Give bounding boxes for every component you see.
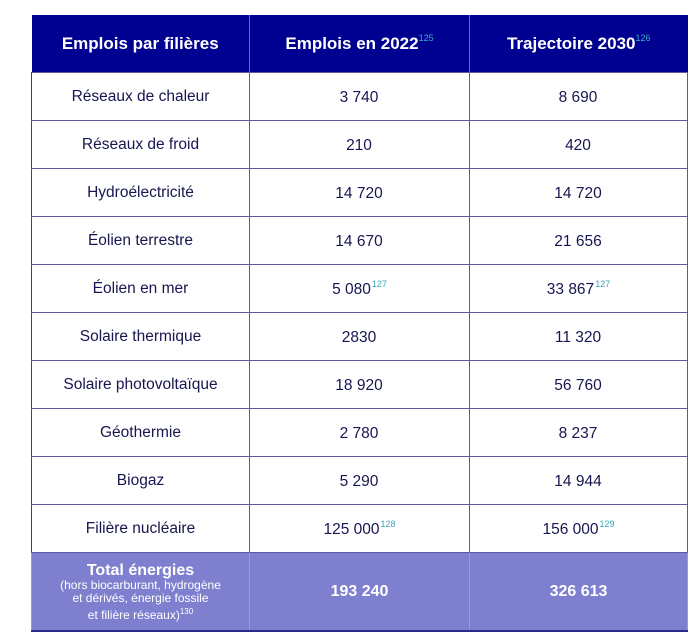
- jobs-2022-cell: 2 780: [249, 408, 470, 457]
- footnote-ref: 128: [380, 518, 396, 529]
- table-row: Solaire thermique 2830 11 320: [31, 312, 688, 361]
- header-2022: Emplois en 2022125: [249, 15, 470, 73]
- filiere-cell: Solaire photovoltaïque: [31, 360, 250, 409]
- jobs-2030-cell: 33 867127: [469, 264, 688, 313]
- total-2022-cell: 193 240: [249, 552, 470, 632]
- filiere-cell: Biogaz: [31, 456, 250, 505]
- jobs-2022-cell: 18 920: [249, 360, 470, 409]
- table-row: Solaire photovoltaïque 18 920 56 760: [31, 360, 688, 409]
- table-row: Hydroélectricité 14 720 14 720: [31, 168, 688, 217]
- jobs-2022-cell: 2830: [249, 312, 470, 361]
- jobs-2022-cell: 5 290: [249, 456, 470, 505]
- filiere-cell: Éolien terrestre: [31, 216, 250, 265]
- jobs-2022-cell: 210: [249, 120, 470, 169]
- jobs-2030-cell: 14 720: [469, 168, 688, 217]
- total-2030-cell: 326 613: [469, 552, 688, 632]
- footnote-ref: 129: [599, 518, 615, 529]
- jobs-2030-cell: 156 000129: [469, 504, 688, 553]
- jobs-2030-cell: 8 690: [469, 72, 688, 121]
- filiere-cell: Filière nucléaire: [31, 504, 250, 553]
- jobs-2030-cell: 11 320: [469, 312, 688, 361]
- jobs-2030-cell: 21 656: [469, 216, 688, 265]
- filiere-cell: Réseaux de froid: [31, 120, 250, 169]
- total-label-cell: Total énergies (hors biocarburant, hydrog…: [31, 552, 250, 632]
- total-subtitle-line: et dérivés, énergie fossile: [72, 590, 209, 605]
- jobs-2030-cell: 420: [469, 120, 688, 169]
- filiere-cell: Solaire thermique: [31, 312, 250, 361]
- jobs-2030-cell: 8 237: [469, 408, 688, 457]
- jobs-2022-cell: 5 080127: [249, 264, 470, 313]
- footnote-ref: 126: [635, 33, 651, 43]
- jobs-2022-cell: 125 000128: [249, 504, 470, 553]
- table-row: Biogaz 5 290 14 944: [31, 456, 688, 505]
- table-row: Réseaux de froid 210 420: [31, 120, 688, 169]
- footnote-ref: 127: [595, 278, 611, 289]
- header-filiere: Emplois par filières: [31, 15, 250, 73]
- footnote-ref: 125: [418, 33, 434, 43]
- jobs-table: Emplois par filières Emplois en 2022125 …: [31, 15, 688, 632]
- header-row: Emplois par filières Emplois en 2022125 …: [31, 15, 688, 73]
- footnote-ref: 127: [371, 278, 387, 289]
- jobs-2022-cell: 14 670: [249, 216, 470, 265]
- filiere-cell: Réseaux de chaleur: [31, 72, 250, 121]
- filiere-cell: Hydroélectricité: [31, 168, 250, 217]
- table-row: Éolien terrestre 14 670 21 656: [31, 216, 688, 265]
- total-row: Total énergies (hors biocarburant, hydrog…: [31, 552, 688, 632]
- total-subtitle-line: (hors biocarburant, hydrogène: [60, 577, 221, 592]
- total-title: Total énergies: [86, 561, 195, 579]
- jobs-2030-cell: 56 760: [469, 360, 688, 409]
- table-row: Éolien en mer 5 080127 33 867127: [31, 264, 688, 313]
- jobs-2022-cell: 3 740: [249, 72, 470, 121]
- filiere-cell: Éolien en mer: [31, 264, 250, 313]
- jobs-2022-cell: 14 720: [249, 168, 470, 217]
- filiere-cell: Géothermie: [31, 408, 250, 457]
- table-row: Géothermie 2 780 8 237: [31, 408, 688, 457]
- total-subtitle-line: et filière réseaux)130: [87, 606, 194, 622]
- jobs-2030-cell: 14 944: [469, 456, 688, 505]
- footnote-ref: 130: [179, 606, 194, 616]
- table-row: Réseaux de chaleur 3 740 8 690: [31, 72, 688, 121]
- header-2030: Trajectoire 2030126: [469, 15, 688, 73]
- table-row: Filière nucléaire 125 000128 156 000129: [31, 504, 688, 553]
